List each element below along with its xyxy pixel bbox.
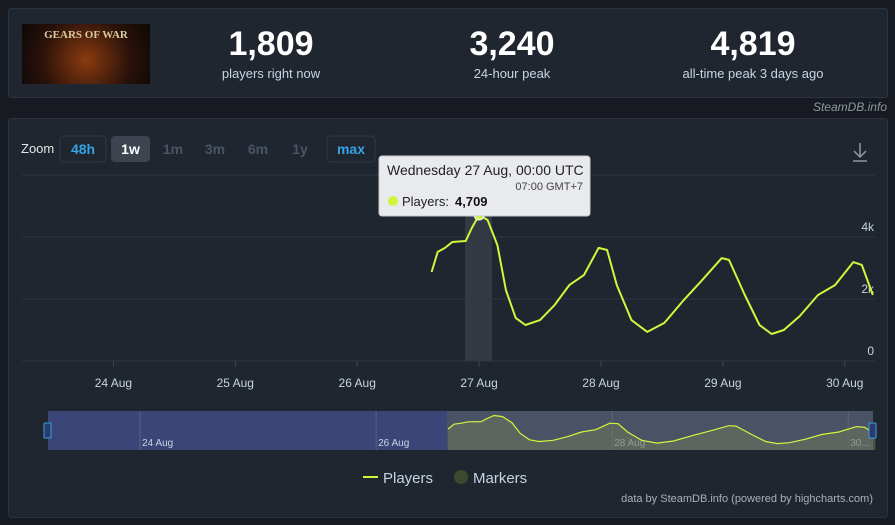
x-tick-label: 30 Aug xyxy=(826,376,863,390)
tooltip-box xyxy=(378,155,591,217)
watermark: SteamDB.info xyxy=(812,100,887,114)
stat-label: players right now xyxy=(221,66,321,81)
zoom-label: Zoom xyxy=(21,141,54,156)
x-tick-label: 26 Aug xyxy=(339,376,376,390)
legend-label[interactable]: Markers xyxy=(473,470,527,487)
navigator-label: 24 Aug xyxy=(142,438,173,449)
tooltip-swatch xyxy=(388,196,398,206)
stat: 3,240 24-hour peak xyxy=(402,25,622,81)
zoom-button-label: max xyxy=(337,141,365,157)
zoom-button[interactable] xyxy=(326,135,376,163)
y-tick-label: 0 xyxy=(867,344,874,358)
zoom-button-label: 1y xyxy=(292,141,308,157)
stat-label: 24-hour peak xyxy=(473,66,551,81)
x-tick-label: 24 Aug xyxy=(95,376,132,390)
stat-value: 1,809 xyxy=(228,25,314,63)
series-line xyxy=(430,214,874,335)
stat-value: 4,819 xyxy=(710,25,796,63)
tooltip-value: 4,709 xyxy=(455,194,488,209)
credits[interactable]: data by SteamDB.info (powered by highcha… xyxy=(621,493,873,505)
x-tick-label: 29 Aug xyxy=(704,376,741,390)
legend-marker xyxy=(454,470,468,484)
zoom-button-label: 1w xyxy=(121,141,140,157)
y-tick-label: 4k xyxy=(861,220,875,234)
zoom-button-label: 3m xyxy=(205,141,225,157)
zoom-button[interactable] xyxy=(59,135,107,163)
stat-label: all-time peak 3 days ago xyxy=(682,66,824,81)
zoom-buttons: 48h 1w 1m 3m 6m 1y max xyxy=(59,135,376,163)
navigator-handle-right[interactable] xyxy=(868,422,877,439)
stats-panel: GEARS OF WAR 1,809 players right now 3,24… xyxy=(8,8,888,98)
tooltip-subtitle: 07:00 GMT+7 xyxy=(515,181,583,193)
x-tick-label: 27 Aug xyxy=(460,376,497,390)
zoom-button-label: 6m xyxy=(248,141,268,157)
game-logo: GEARS OF WAR xyxy=(22,24,150,84)
zoom-button[interactable] xyxy=(111,136,150,162)
x-tick-label: 25 Aug xyxy=(217,376,254,390)
navigator-label: 26 Aug xyxy=(378,438,409,449)
navigator-handle-left[interactable] xyxy=(43,422,52,439)
stat-value: 3,240 xyxy=(469,25,555,63)
zoom-button-label: 48h xyxy=(71,141,95,157)
download-glyph xyxy=(853,143,867,162)
legend-label[interactable]: Players xyxy=(383,470,433,487)
navigator-area xyxy=(448,415,876,450)
zoom-button-label: 1m xyxy=(163,141,183,157)
tooltip-label: Players: xyxy=(402,194,449,209)
tooltip-title: Wednesday 27 Aug, 00:00 UTC xyxy=(387,162,584,178)
stat: 4,819 all-time peak 3 days ago xyxy=(643,25,863,81)
stat: 1,809 players right now xyxy=(161,25,381,81)
navigator-line xyxy=(447,414,876,445)
x-tick-label: 28 Aug xyxy=(582,376,619,390)
download-icon[interactable] xyxy=(853,143,867,162)
